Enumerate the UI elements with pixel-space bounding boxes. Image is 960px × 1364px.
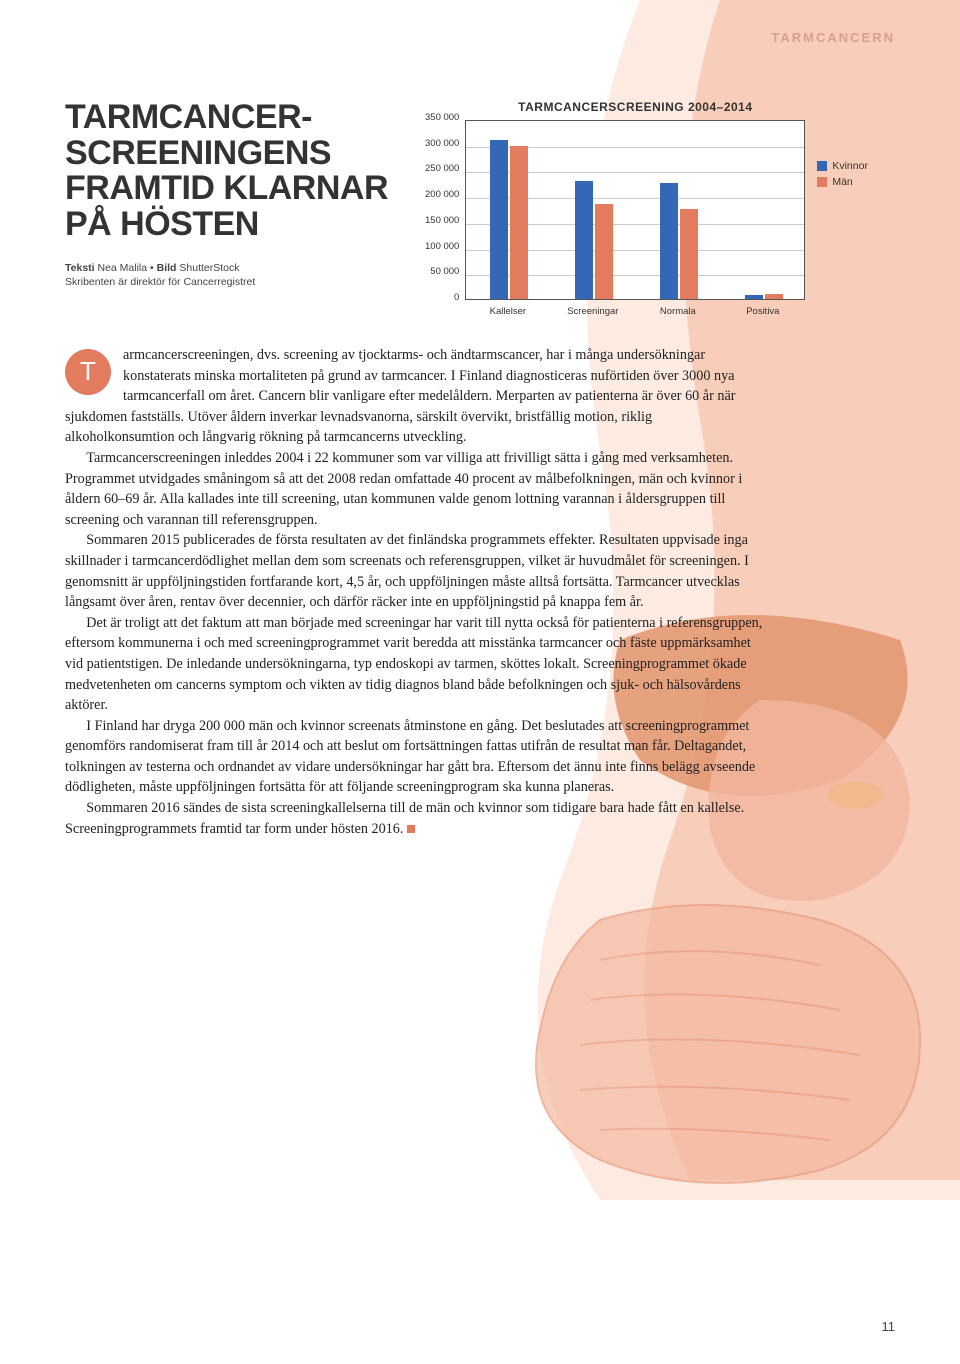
chart: 350 000300 000250 000200 000150 000100 0…: [425, 100, 895, 317]
chart-legend: Kvinnor Män: [817, 160, 868, 192]
chart-bar: [575, 181, 593, 299]
paragraph: I Finland har dryga 200 000 män och kvin…: [65, 716, 765, 798]
chart-bar: [490, 140, 508, 299]
legend-item: Män: [817, 176, 868, 188]
chart-title: TARMCANCERSCREENING 2004–2014: [465, 100, 805, 114]
article-title: TARMCANCER-SCREENINGENS FRAMTID KLARNAR …: [65, 100, 405, 243]
chart-bar: [660, 183, 678, 299]
paragraph: Tarmcancerscreeningen inleddes 2004 i 22…: [65, 448, 765, 530]
chart-bar: [680, 209, 698, 299]
chart-bar: [765, 294, 783, 299]
paragraph: Sommaren 2016 sändes de sista screeningk…: [65, 798, 765, 839]
article-body: T armcancerscreeningen, dvs. screening a…: [65, 345, 765, 839]
chart-bar: [595, 204, 613, 299]
paragraph: Det är troligt att det faktum att man bö…: [65, 613, 765, 716]
chart-y-axis: 350 000300 000250 000200 000150 000100 0…: [425, 118, 465, 298]
end-mark-icon: [407, 825, 415, 833]
chart-bar: [745, 295, 763, 299]
legend-item: Kvinnor: [817, 160, 868, 172]
dropcap: T: [65, 349, 111, 395]
page-number: 11: [882, 1319, 896, 1334]
chart-x-labels: KallelserScreeningarNormalaPositiva: [465, 306, 805, 317]
paragraph: armcancerscreeningen, dvs. screening av …: [65, 345, 765, 448]
paragraph: Sommaren 2015 publicerades de första res…: [65, 530, 765, 612]
chart-bar: [510, 146, 528, 299]
chart-plot: [465, 120, 805, 300]
byline: Teksti Nea Malila • Bild ShutterStock Sk…: [65, 261, 405, 290]
